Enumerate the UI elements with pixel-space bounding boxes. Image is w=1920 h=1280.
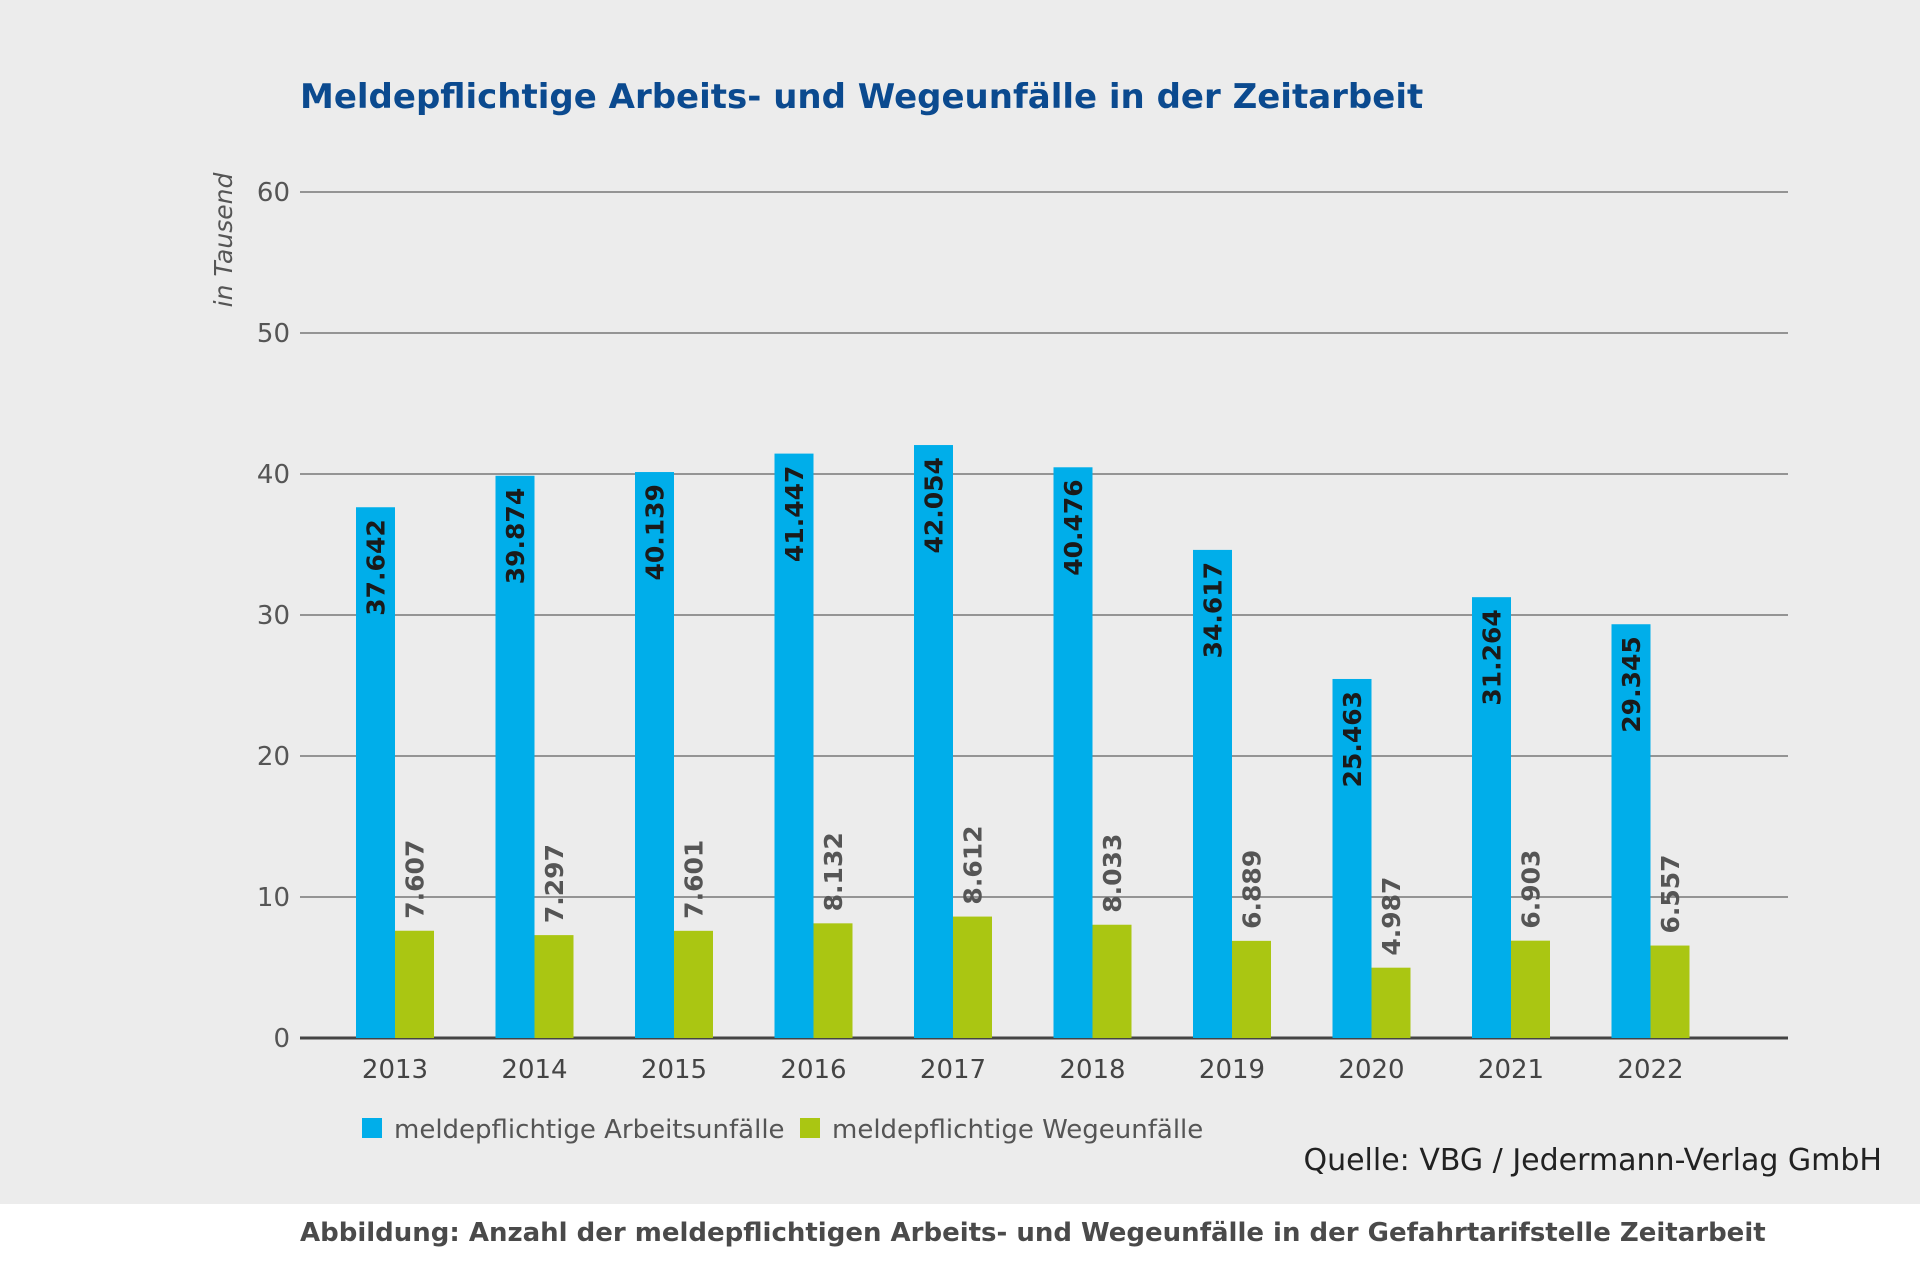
data-label-arbeitsunfaelle: 40.476 [1059,479,1088,575]
x-tick-label-2018: 2018 [1059,1055,1125,1085]
y-tick-label: 20 [257,742,290,772]
bar-wegeunfaelle-2022 [1650,945,1690,1038]
legend-label-1: meldepflichtige Wegeunfälle [832,1115,1203,1145]
data-label-arbeitsunfaelle: 41.447 [780,466,809,562]
figure-caption: Abbildung: Anzahl der meldepflichtigen A… [300,1218,1766,1248]
bar-arbeitsunfaelle-2014 [495,475,535,1038]
data-label-arbeitsunfaelle: 34.617 [1199,562,1228,658]
grid-layer: 0 10 20 30 40 50 60 [257,178,1788,1054]
bar-arbeitsunfaelle-2019 [1193,549,1232,1038]
data-label-arbeitsunfaelle: 40.139 [641,484,670,580]
x-tick-label-2014: 2014 [501,1055,567,1085]
data-label-wegeunfaelle: 7.607 [401,840,430,919]
x-axis-layer: 2013 2014 2015 2016 2017 2018 2019 2020 2021 2022 [362,1055,1684,1085]
y-tick-label: 50 [257,319,290,349]
data-label-arbeitsunfaelle: 29.345 [1617,636,1646,732]
legend: meldepflichtige Arbeitsunfälle meldepflic… [362,1115,1203,1145]
x-tick-label-2016: 2016 [780,1055,846,1085]
y-axis-label: in Tausend [209,173,238,308]
bar-wegeunfaelle-2017 [953,916,992,1038]
y-tick-label: 40 [257,460,290,490]
bar-wegeunfaelle-2021 [1511,940,1550,1038]
x-tick-label-2019: 2019 [1199,1055,1265,1085]
data-label-arbeitsunfaelle: 25.463 [1338,691,1367,787]
y-tick-label: 0 [273,1024,290,1054]
data-label-wegeunfaelle: 7.601 [680,840,709,919]
bar-arbeitsunfaelle-2021 [1472,597,1511,1038]
data-label-arbeitsunfaelle: 39.874 [501,488,530,584]
x-tick-label-2022: 2022 [1617,1055,1683,1085]
y-tick-label: 60 [257,178,290,208]
data-label-wegeunfaelle: 8.612 [959,825,988,904]
legend-swatch-1 [800,1118,820,1138]
x-tick-label-2021: 2021 [1478,1055,1544,1085]
data-label-arbeitsunfaelle: 31.264 [1478,609,1507,705]
bar-arbeitsunfaelle-2018 [1053,467,1093,1038]
bar-wegeunfaelle-2019 [1232,940,1271,1038]
bar-arbeitsunfaelle-2017 [914,445,953,1039]
bar-arbeitsunfaelle-2013 [356,507,395,1038]
x-tick-label-2020: 2020 [1338,1055,1404,1085]
bar-wegeunfaelle-2015 [674,930,713,1038]
bar-chart: Meldepflichtige Arbeits- und Wegeunfälle… [209,77,1882,1178]
x-tick-label-2017: 2017 [920,1055,986,1085]
x-tick-label-2015: 2015 [641,1055,707,1085]
bar-wegeunfaelle-2014 [534,935,574,1038]
bar-wegeunfaelle-2018 [1092,924,1132,1038]
y-tick-label: 10 [257,883,290,913]
data-label-wegeunfaelle: 8.033 [1098,834,1127,913]
legend-label-0: meldepflichtige Arbeitsunfälle [394,1115,785,1145]
bar-arbeitsunfaelle-2016 [774,453,814,1038]
bars-layer [356,445,1690,1039]
x-tick-label-2013: 2013 [362,1055,428,1085]
bar-arbeitsunfaelle-2022 [1611,624,1651,1038]
chart-panel: Meldepflichtige Arbeits- und Wegeunfälle… [0,0,1920,1204]
data-label-arbeitsunfaelle: 37.642 [362,519,391,615]
data-label-wegeunfaelle: 8.132 [819,832,848,911]
data-label-wegeunfaelle: 4.987 [1377,877,1406,956]
source-note: Quelle: VBG / Jedermann-Verlag GmbH [1303,1143,1882,1178]
data-labels-layer: 37.642 7.607 39.874 7.297 40.139 7.601 41.447 8… [362,457,1686,956]
bar-arbeitsunfaelle-2020 [1332,678,1372,1038]
data-label-wegeunfaelle: 7.297 [540,844,569,923]
legend-swatch-0 [362,1118,382,1138]
data-label-wegeunfaelle: 6.557 [1656,854,1685,933]
bar-arbeitsunfaelle-2015 [635,472,674,1038]
bar-wegeunfaelle-2013 [395,930,434,1038]
chart-title: Meldepflichtige Arbeits- und Wegeunfälle… [300,77,1423,117]
y-tick-label: 30 [257,601,290,631]
bar-wegeunfaelle-2016 [813,923,853,1038]
data-label-arbeitsunfaelle: 42.054 [920,457,949,553]
bar-wegeunfaelle-2020 [1371,967,1411,1038]
data-label-wegeunfaelle: 6.889 [1238,850,1267,929]
data-label-wegeunfaelle: 6.903 [1517,850,1546,929]
